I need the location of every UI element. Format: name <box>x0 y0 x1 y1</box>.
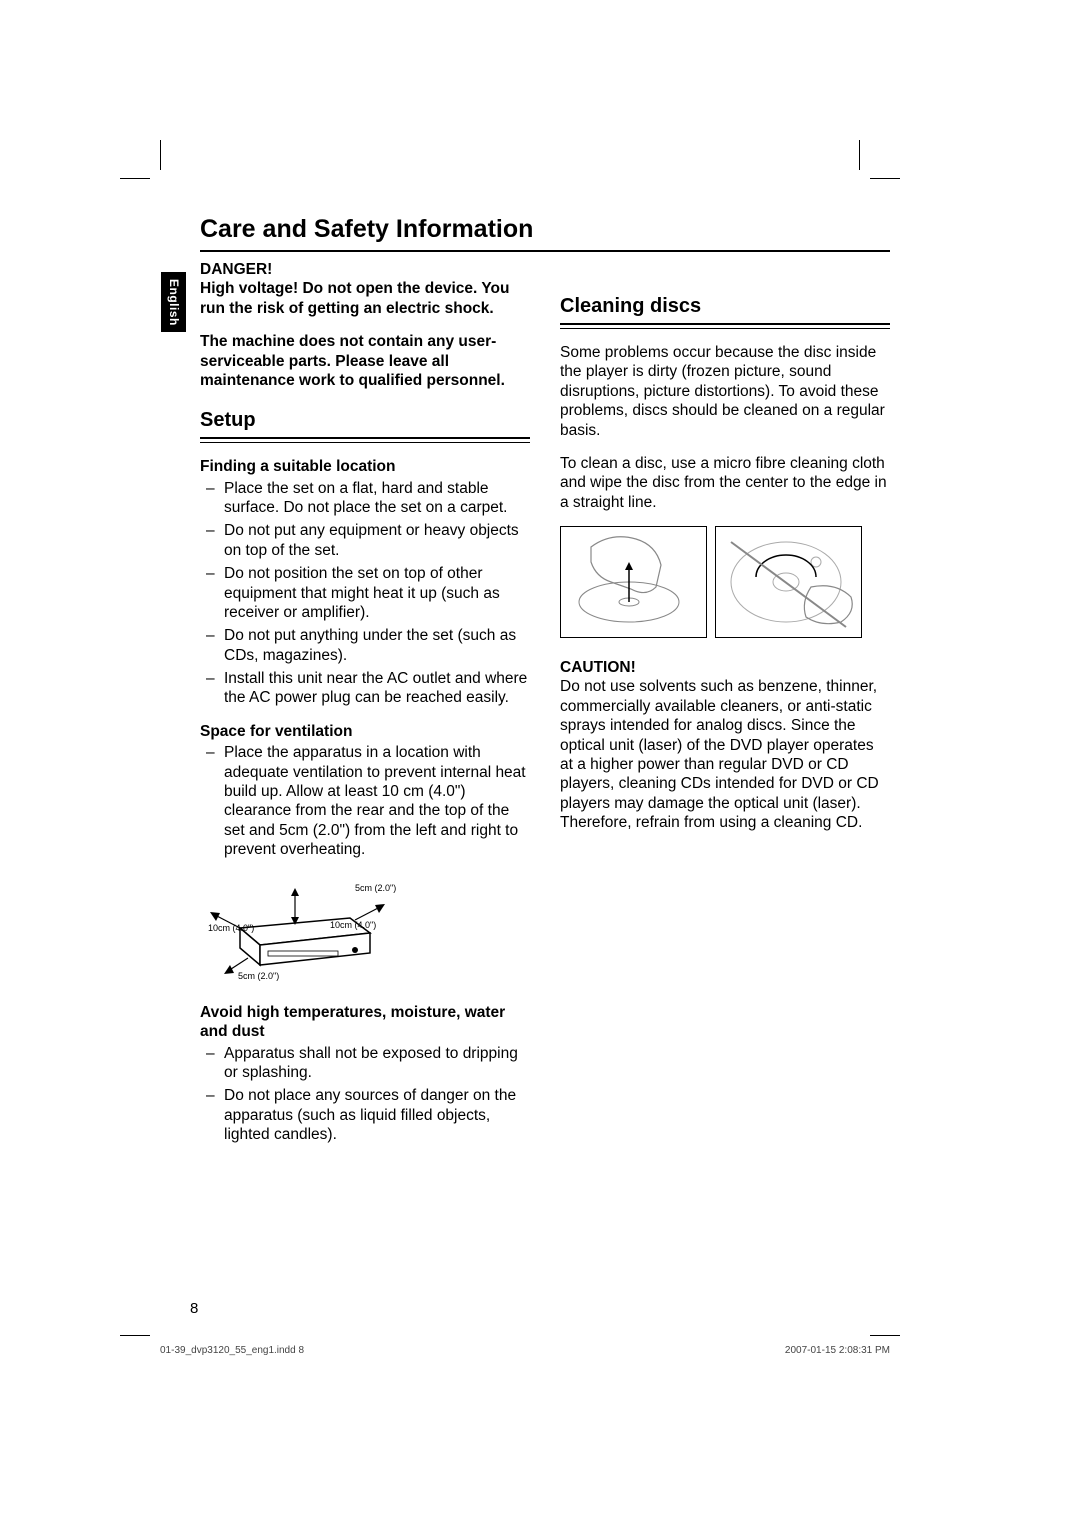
disc-diagrams <box>560 526 890 638</box>
crop-mark <box>870 178 900 179</box>
vent-label-left: 10cm (4.0") <box>208 923 254 933</box>
crop-mark <box>859 140 860 170</box>
disc-clean-wrong-icon <box>715 526 862 638</box>
caution-heading: CAUTION! <box>560 658 890 677</box>
location-heading: Finding a suitable location <box>200 457 530 476</box>
ventilation-heading: Space for ventilation <box>200 722 530 741</box>
crop-mark <box>870 1335 900 1336</box>
list-item: Install this unit near the AC outlet and… <box>200 669 530 708</box>
section-rule <box>560 323 890 329</box>
page-number: 8 <box>190 1300 198 1317</box>
crop-mark <box>120 1335 150 1336</box>
list-item: Do not put any equipment or heavy object… <box>200 521 530 560</box>
language-tab: English <box>161 272 186 332</box>
vent-label-right: 10cm (4.0") <box>330 920 376 930</box>
list-item: Apparatus shall not be exposed to drippi… <box>200 1044 530 1083</box>
list-item: Do not place any sources of danger on th… <box>200 1086 530 1144</box>
ventilation-list: Place the apparatus in a location with a… <box>200 743 530 859</box>
ventilation-diagram: 5cm (2.0") 10cm (4.0") 10cm (4.0") 5cm (… <box>200 873 530 988</box>
avoid-heading: Avoid high temperatures, moisture, water… <box>200 1003 530 1042</box>
left-column: DANGER! High voltage! Do not open the de… <box>200 260 530 1158</box>
page-title: Care and Safety Information <box>200 215 890 244</box>
avoid-list: Apparatus shall not be exposed to drippi… <box>200 1044 530 1145</box>
title-rule <box>200 250 890 252</box>
crop-mark <box>120 178 150 179</box>
location-list: Place the set on a flat, hard and stable… <box>200 479 530 708</box>
section-rule <box>200 437 530 443</box>
danger-text-2: The machine does not contain any user-se… <box>200 332 530 390</box>
caution-text: Do not use solvents such as benzene, thi… <box>560 677 890 832</box>
list-item: Place the set on a flat, hard and stable… <box>200 479 530 518</box>
footer-filename: 01-39_dvp3120_55_eng1.indd 8 <box>160 1345 304 1356</box>
list-item: Do not put anything under the set (such … <box>200 626 530 665</box>
vent-label-top: 5cm (2.0") <box>355 883 396 893</box>
right-column: Cleaning discs Some problems occur becau… <box>560 260 890 1158</box>
list-item: Do not position the set on top of other … <box>200 564 530 622</box>
list-item: Place the apparatus in a location with a… <box>200 743 530 859</box>
disc-clean-correct-icon <box>560 526 707 638</box>
setup-heading: Setup <box>200 408 530 433</box>
cleaning-heading: Cleaning discs <box>560 294 890 319</box>
page-content: Care and Safety Information DANGER! High… <box>200 215 890 1158</box>
danger-text-1: High voltage! Do not open the device. Yo… <box>200 279 530 318</box>
footer-timestamp: 2007-01-15 2:08:31 PM <box>785 1345 890 1356</box>
cleaning-text-2: To clean a disc, use a micro fibre clean… <box>560 454 890 512</box>
danger-heading: DANGER! <box>200 260 530 279</box>
columns: DANGER! High voltage! Do not open the de… <box>200 260 890 1158</box>
crop-mark <box>160 140 161 170</box>
cleaning-text-1: Some problems occur because the disc ins… <box>560 343 890 440</box>
vent-label-bottom: 5cm (2.0") <box>238 971 279 981</box>
